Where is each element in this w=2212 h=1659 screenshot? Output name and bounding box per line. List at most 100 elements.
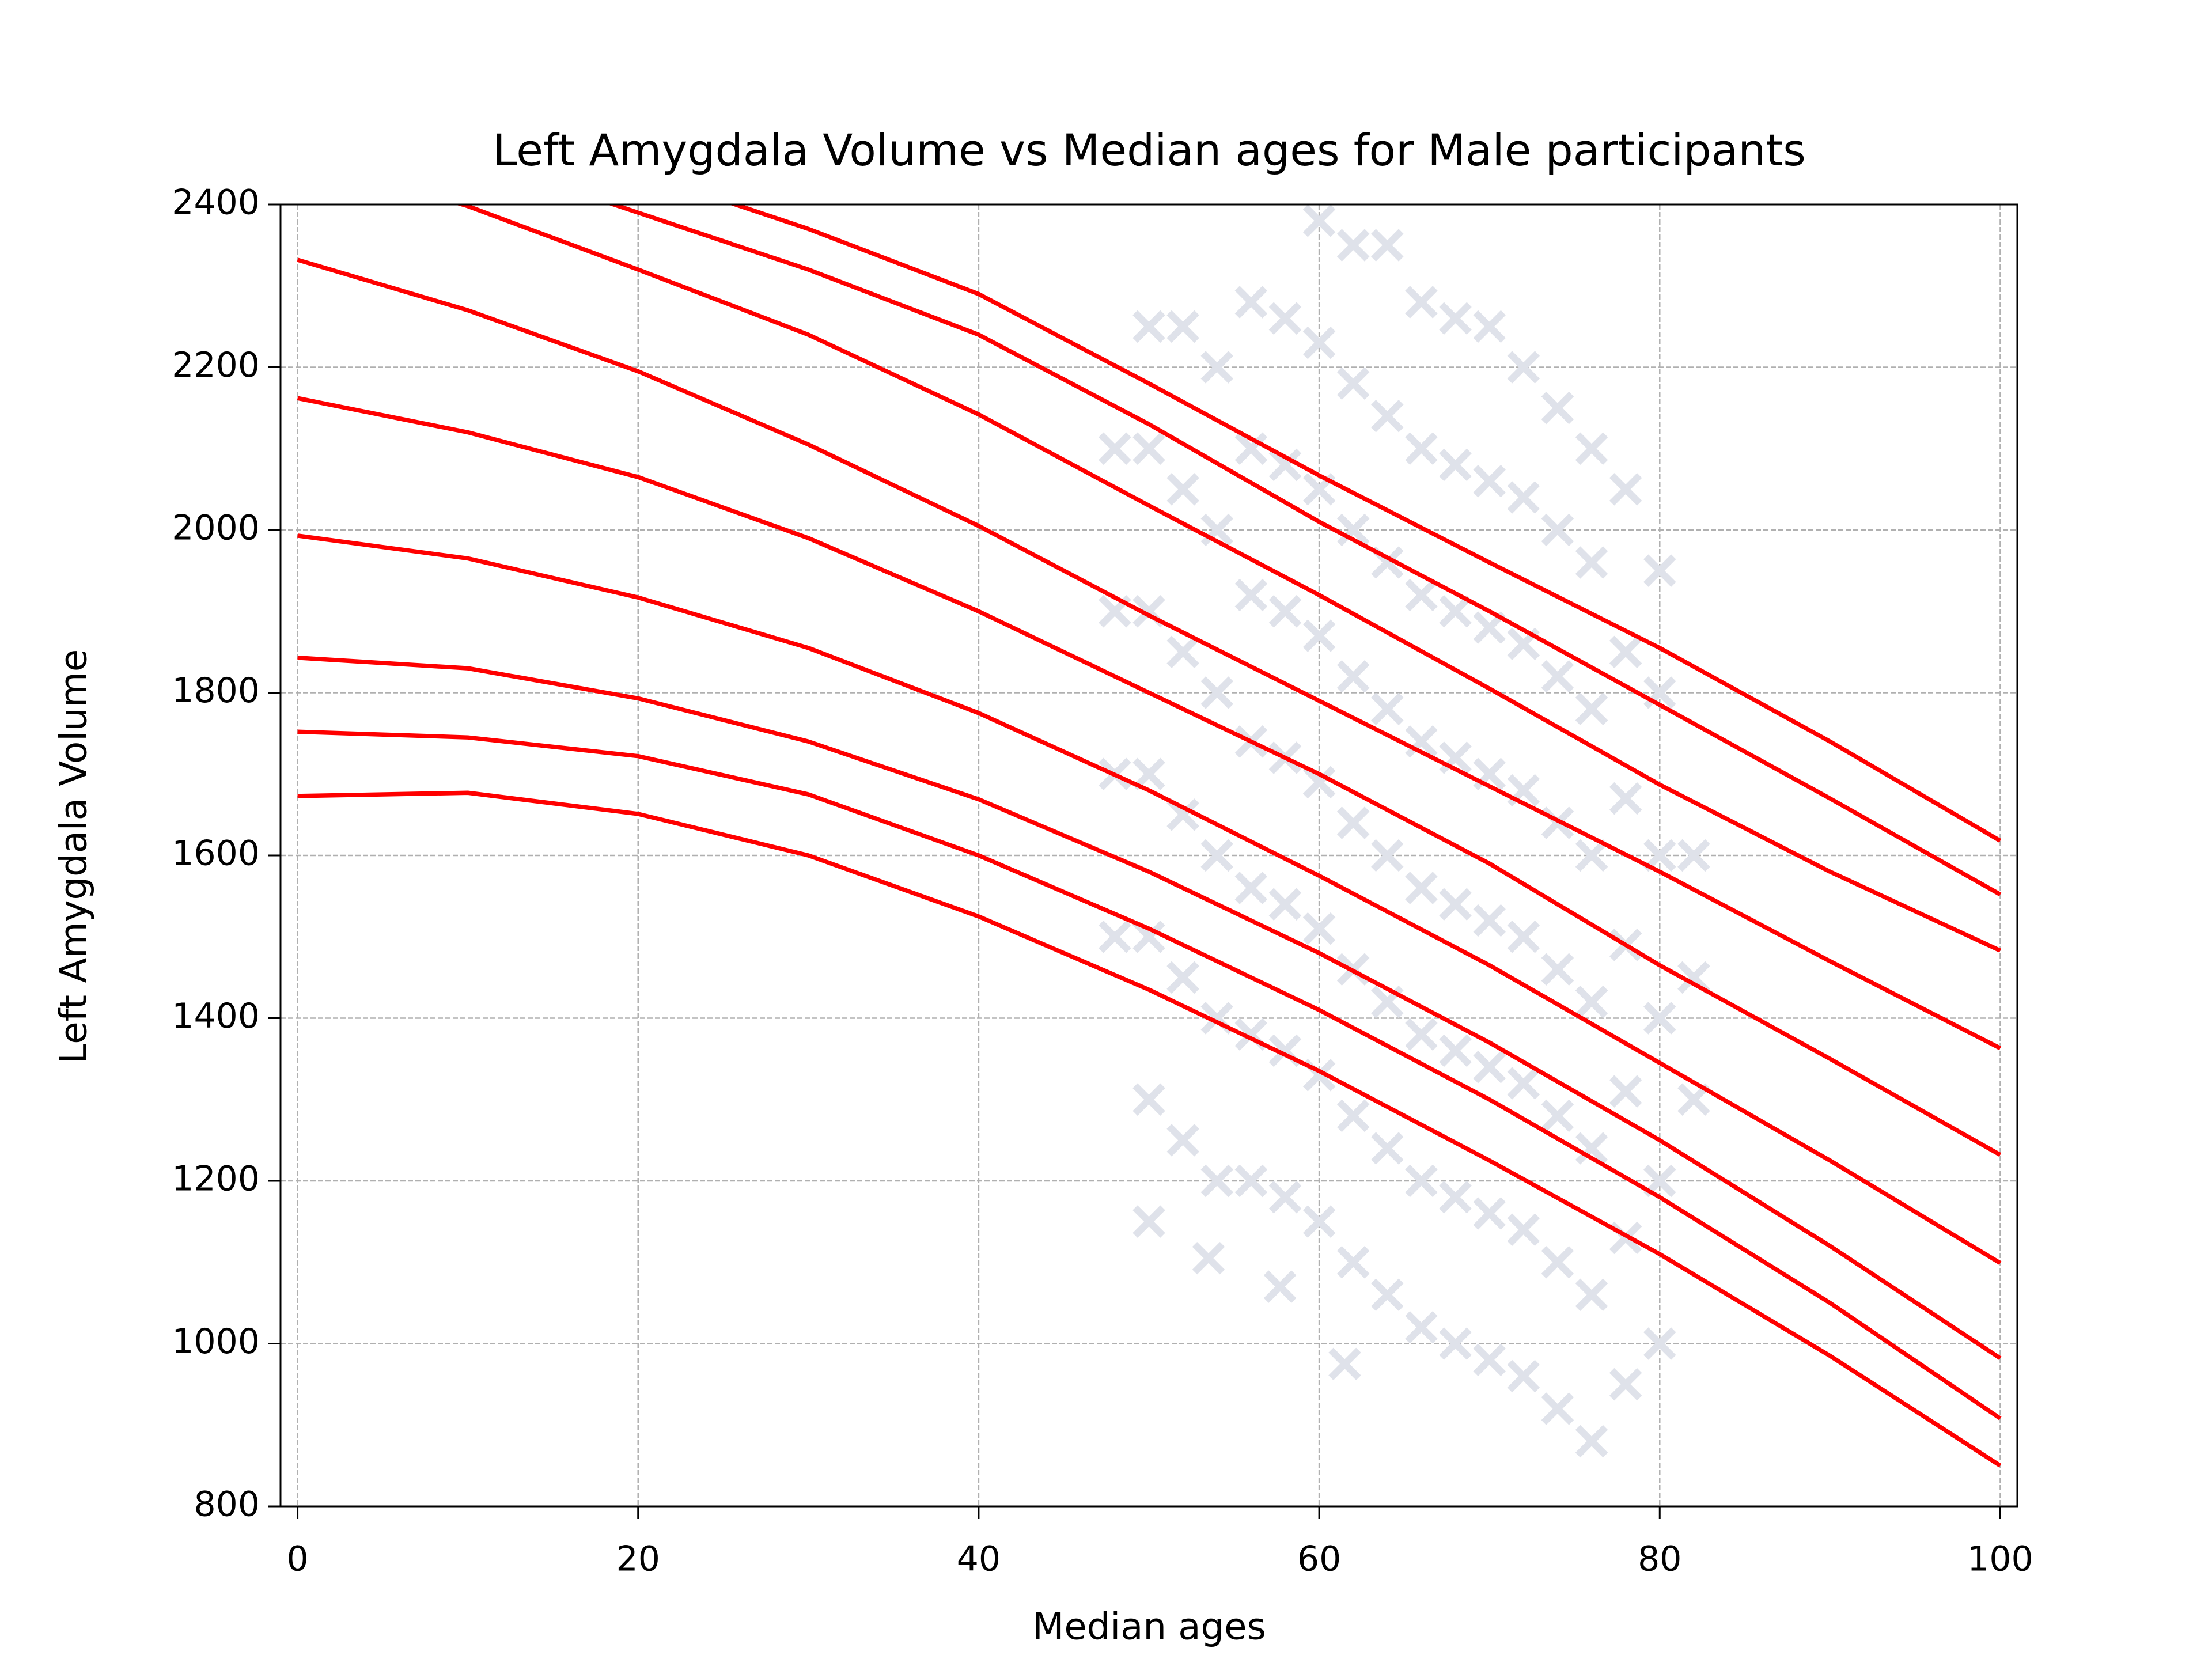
scatter-point — [1507, 1213, 1540, 1246]
scatter-point — [1507, 351, 1540, 384]
scatter-point — [1132, 432, 1165, 465]
x-tick-label: 60 — [1297, 1539, 1341, 1580]
scatter-point — [1371, 839, 1404, 872]
scatter-point — [1166, 798, 1199, 831]
scatter-point — [1575, 1425, 1608, 1458]
percentile-line — [297, 533, 2002, 1265]
percentile-line — [454, 204, 2002, 953]
scatter-point — [1473, 1051, 1506, 1084]
scatter-point — [1473, 310, 1506, 343]
scatter-point — [1302, 204, 1336, 237]
scatter-point — [1473, 465, 1506, 498]
percentile-line — [607, 204, 2002, 897]
scatter-point — [1302, 619, 1336, 652]
percentile-line — [297, 257, 2002, 1051]
y-tick-label: 2000 — [172, 508, 260, 548]
scatter-point — [1439, 448, 1472, 482]
y-tick-label: 1400 — [172, 996, 260, 1036]
scatter-point — [1132, 757, 1165, 790]
scatter-point — [1099, 432, 1131, 465]
scatter-point — [1336, 513, 1370, 547]
scatter-point — [1405, 578, 1438, 612]
scatter-point — [1609, 782, 1642, 815]
scatter-point — [1439, 595, 1472, 628]
scatter-point — [1405, 286, 1438, 319]
scatter-point — [1234, 578, 1268, 612]
scatter-point — [1336, 1099, 1370, 1132]
scatter-point — [1234, 286, 1268, 319]
scatter-point — [1132, 1205, 1165, 1238]
scatter-point — [1575, 546, 1608, 579]
scatter-point — [1302, 766, 1336, 799]
x-tick-label: 40 — [957, 1539, 1001, 1580]
scatter-point — [1200, 839, 1233, 872]
y-tick-label: 2200 — [172, 345, 260, 385]
scatter-point — [1643, 1327, 1676, 1360]
scatter-point — [1336, 1246, 1370, 1279]
scatter-point — [1575, 839, 1608, 872]
x-tick-label: 100 — [1967, 1539, 2033, 1580]
scatter-point — [1371, 1278, 1404, 1311]
scatter-point — [1643, 554, 1676, 587]
scatter-point — [1268, 888, 1302, 921]
percentile-line — [297, 790, 2002, 1468]
scatter-point — [1336, 229, 1370, 262]
scatter-point — [1609, 1075, 1642, 1108]
scatter-point — [1507, 1067, 1540, 1100]
scatter-point — [1405, 432, 1438, 465]
x-tick-label: 0 — [286, 1539, 308, 1580]
scatter-point — [1405, 1018, 1438, 1051]
scatter-point — [1541, 1099, 1574, 1132]
scatter-point — [1234, 1164, 1268, 1198]
scatter-point — [1439, 888, 1472, 921]
scatter-point — [1677, 1083, 1710, 1116]
percentile-line — [297, 729, 2002, 1421]
scatter-point — [1371, 229, 1404, 262]
scatter-point — [1541, 953, 1574, 986]
scatter-point — [1132, 1083, 1165, 1116]
scatter-point — [1439, 1034, 1472, 1067]
scatter-point — [1166, 473, 1199, 506]
scatter-point — [1439, 1327, 1472, 1360]
scatter-point — [1541, 1392, 1574, 1425]
scatter-point — [1541, 513, 1574, 547]
percentile-line — [297, 656, 2002, 1361]
scatter-point — [1575, 692, 1608, 725]
scatter-point — [1439, 741, 1472, 774]
scatter-point — [1473, 904, 1506, 937]
scatter-point — [1677, 839, 1710, 872]
scatter-point — [1405, 1311, 1438, 1344]
scatter-point — [1302, 1205, 1336, 1238]
scatter-point — [1166, 961, 1199, 994]
scatter-point — [1234, 432, 1268, 465]
scatter-point — [1405, 725, 1438, 758]
scatter-point — [1643, 839, 1676, 872]
y-axis-label: Left Amygdala Volume — [53, 649, 96, 1065]
scatter-point — [1371, 692, 1404, 725]
scatter-point — [1541, 391, 1574, 425]
scatter-point — [1473, 1197, 1506, 1230]
scatter-point — [1263, 1270, 1297, 1303]
scatter-point — [1302, 326, 1336, 359]
scatter-point — [1166, 635, 1199, 669]
scatter-point — [1166, 310, 1199, 343]
scatter-point — [1575, 1278, 1608, 1311]
scatter-point — [1336, 367, 1370, 400]
scatter-point — [1200, 1164, 1233, 1198]
x-axis-label: Median ages — [1032, 1606, 1266, 1649]
scatter-point — [1575, 986, 1608, 1018]
x-tick-label: 80 — [1638, 1539, 1681, 1580]
scatter-point — [1166, 1124, 1199, 1157]
scatter-point — [1328, 1347, 1361, 1381]
scatter-point — [1336, 806, 1370, 839]
scatter-point — [1507, 921, 1540, 953]
scatter-point — [1439, 302, 1472, 335]
scatter-point — [1268, 448, 1302, 482]
scatter-point — [1541, 660, 1574, 693]
scatter-point — [1609, 473, 1642, 506]
scatter-point — [1336, 660, 1370, 693]
percentile-line — [728, 204, 2002, 843]
scatter-point — [1132, 310, 1165, 343]
